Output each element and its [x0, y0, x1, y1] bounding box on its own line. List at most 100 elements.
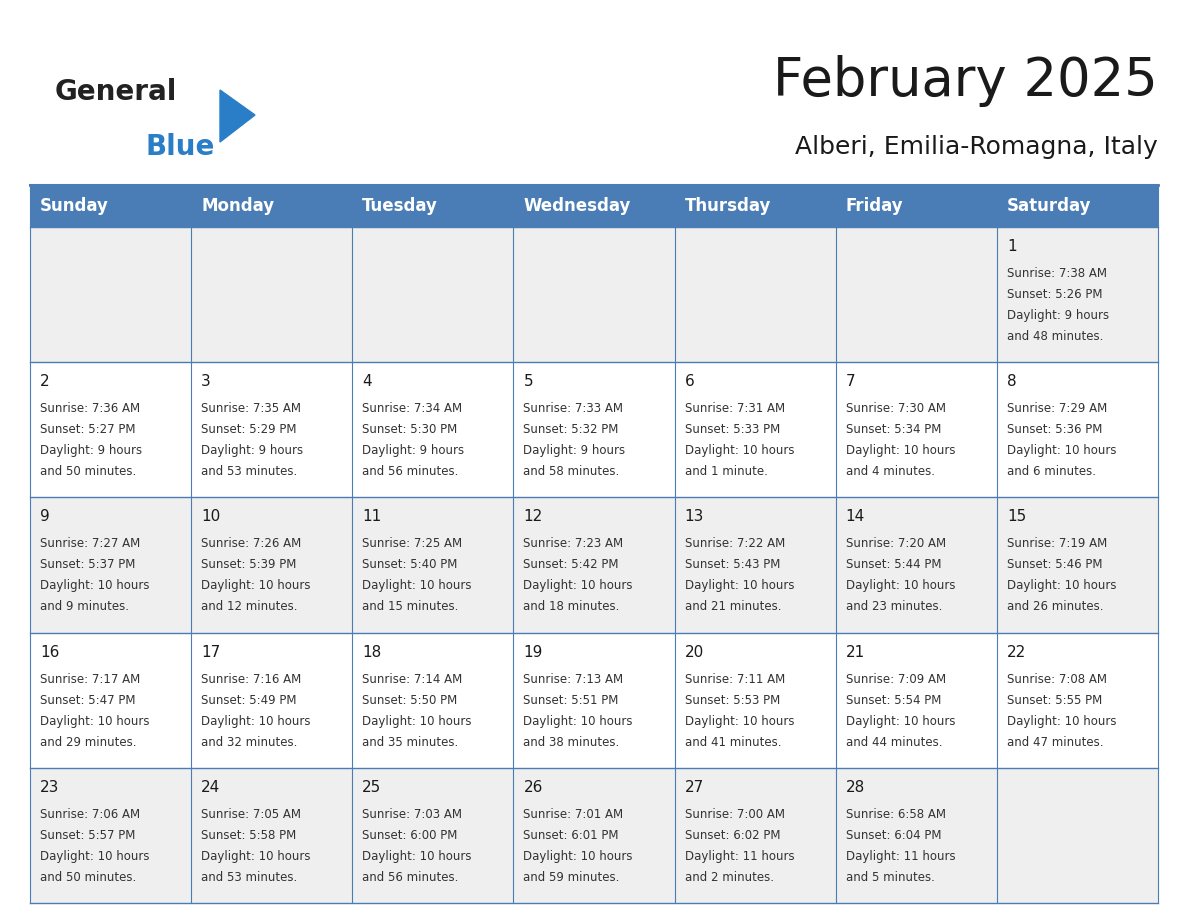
Bar [997, 498, 1158, 633]
Text: and 21 minutes.: and 21 minutes. [684, 600, 781, 613]
Text: Daylight: 10 hours: Daylight: 10 hours [1007, 579, 1117, 592]
Text: Daylight: 11 hours: Daylight: 11 hours [684, 850, 795, 863]
Text: and 23 minutes.: and 23 minutes. [846, 600, 942, 613]
Text: Sunrise: 7:33 AM: Sunrise: 7:33 AM [524, 402, 624, 415]
Text: 8: 8 [1007, 375, 1017, 389]
Text: 16: 16 [40, 644, 59, 660]
Text: and 41 minutes.: and 41 minutes. [684, 735, 781, 748]
Polygon shape [220, 90, 255, 142]
Text: and 59 minutes.: and 59 minutes. [524, 871, 620, 884]
Text: 23: 23 [40, 779, 59, 795]
Text: Sunrise: 7:00 AM: Sunrise: 7:00 AM [684, 808, 784, 821]
Text: Sunrise: 7:16 AM: Sunrise: 7:16 AM [201, 673, 302, 686]
Bar [675, 633, 835, 767]
Bar [30, 185, 191, 227]
Text: and 44 minutes.: and 44 minutes. [846, 735, 942, 748]
Text: and 15 minutes.: and 15 minutes. [362, 600, 459, 613]
Text: and 53 minutes.: and 53 minutes. [201, 871, 297, 884]
Text: and 6 minutes.: and 6 minutes. [1007, 465, 1095, 478]
Text: Sunset: 5:32 PM: Sunset: 5:32 PM [524, 423, 619, 436]
Text: Sunrise: 7:20 AM: Sunrise: 7:20 AM [846, 537, 946, 551]
Text: Daylight: 10 hours: Daylight: 10 hours [201, 579, 310, 592]
Bar [191, 227, 353, 363]
Text: Daylight: 9 hours: Daylight: 9 hours [1007, 309, 1108, 322]
Text: Sunset: 5:30 PM: Sunset: 5:30 PM [362, 423, 457, 436]
Bar [30, 227, 191, 363]
Text: February 2025: February 2025 [773, 55, 1158, 107]
Text: Sunset: 6:02 PM: Sunset: 6:02 PM [684, 829, 781, 842]
Bar [30, 498, 191, 633]
Text: Sunset: 5:29 PM: Sunset: 5:29 PM [201, 423, 297, 436]
Text: Sunset: 5:55 PM: Sunset: 5:55 PM [1007, 694, 1102, 707]
Text: Sunrise: 7:22 AM: Sunrise: 7:22 AM [684, 537, 785, 551]
Text: 25: 25 [362, 779, 381, 795]
Text: and 53 minutes.: and 53 minutes. [201, 465, 297, 478]
Text: Sunrise: 7:38 AM: Sunrise: 7:38 AM [1007, 267, 1107, 280]
Text: 15: 15 [1007, 509, 1026, 524]
Text: and 58 minutes.: and 58 minutes. [524, 465, 620, 478]
Bar [191, 633, 353, 767]
Bar [997, 363, 1158, 498]
Text: Sunset: 5:36 PM: Sunset: 5:36 PM [1007, 423, 1102, 436]
Text: General: General [55, 78, 177, 106]
Bar [513, 185, 675, 227]
Text: and 5 minutes.: and 5 minutes. [846, 871, 935, 884]
Text: and 48 minutes.: and 48 minutes. [1007, 330, 1104, 343]
Bar [513, 363, 675, 498]
Text: Daylight: 10 hours: Daylight: 10 hours [362, 850, 472, 863]
Text: Sunrise: 7:13 AM: Sunrise: 7:13 AM [524, 673, 624, 686]
Bar [353, 498, 513, 633]
Text: Sunset: 5:34 PM: Sunset: 5:34 PM [846, 423, 941, 436]
Text: Sunset: 5:51 PM: Sunset: 5:51 PM [524, 694, 619, 707]
Text: Sunset: 5:27 PM: Sunset: 5:27 PM [40, 423, 135, 436]
Text: and 26 minutes.: and 26 minutes. [1007, 600, 1104, 613]
Text: Friday: Friday [846, 197, 903, 215]
Text: 1: 1 [1007, 239, 1017, 254]
Text: Sunrise: 7:11 AM: Sunrise: 7:11 AM [684, 673, 785, 686]
Text: and 2 minutes.: and 2 minutes. [684, 871, 773, 884]
Text: Daylight: 10 hours: Daylight: 10 hours [684, 444, 794, 457]
Text: Sunrise: 7:25 AM: Sunrise: 7:25 AM [362, 537, 462, 551]
Text: Daylight: 10 hours: Daylight: 10 hours [40, 714, 150, 728]
Text: Sunrise: 6:58 AM: Sunrise: 6:58 AM [846, 808, 946, 821]
Text: and 1 minute.: and 1 minute. [684, 465, 767, 478]
Text: Sunset: 5:33 PM: Sunset: 5:33 PM [684, 423, 779, 436]
Bar [997, 633, 1158, 767]
Text: Daylight: 10 hours: Daylight: 10 hours [846, 579, 955, 592]
Text: Daylight: 9 hours: Daylight: 9 hours [40, 444, 143, 457]
Text: 22: 22 [1007, 644, 1026, 660]
Bar [835, 227, 997, 363]
Text: Thursday: Thursday [684, 197, 771, 215]
Text: Blue: Blue [145, 133, 214, 161]
Text: 28: 28 [846, 779, 865, 795]
Text: 10: 10 [201, 509, 221, 524]
Text: 14: 14 [846, 509, 865, 524]
Text: Daylight: 10 hours: Daylight: 10 hours [846, 444, 955, 457]
Text: Daylight: 10 hours: Daylight: 10 hours [1007, 444, 1117, 457]
Text: Sunset: 6:04 PM: Sunset: 6:04 PM [846, 829, 941, 842]
Bar [675, 498, 835, 633]
Text: 6: 6 [684, 375, 694, 389]
Text: Monday: Monday [201, 197, 274, 215]
Bar [675, 767, 835, 903]
Text: Sunday: Sunday [40, 197, 109, 215]
Text: Sunset: 5:47 PM: Sunset: 5:47 PM [40, 694, 135, 707]
Text: Sunrise: 7:29 AM: Sunrise: 7:29 AM [1007, 402, 1107, 415]
Bar [191, 363, 353, 498]
Bar [997, 227, 1158, 363]
Text: Sunset: 5:46 PM: Sunset: 5:46 PM [1007, 558, 1102, 571]
Text: Sunset: 6:01 PM: Sunset: 6:01 PM [524, 829, 619, 842]
Text: Daylight: 10 hours: Daylight: 10 hours [846, 714, 955, 728]
Text: Sunset: 5:37 PM: Sunset: 5:37 PM [40, 558, 135, 571]
Text: Sunrise: 7:26 AM: Sunrise: 7:26 AM [201, 537, 302, 551]
Text: Daylight: 10 hours: Daylight: 10 hours [362, 714, 472, 728]
Bar [997, 185, 1158, 227]
Text: Sunrise: 7:27 AM: Sunrise: 7:27 AM [40, 537, 140, 551]
Text: 5: 5 [524, 375, 533, 389]
Text: Sunset: 5:57 PM: Sunset: 5:57 PM [40, 829, 135, 842]
Bar [835, 767, 997, 903]
Bar [835, 185, 997, 227]
Bar [997, 767, 1158, 903]
Bar [30, 363, 191, 498]
Text: 9: 9 [40, 509, 50, 524]
